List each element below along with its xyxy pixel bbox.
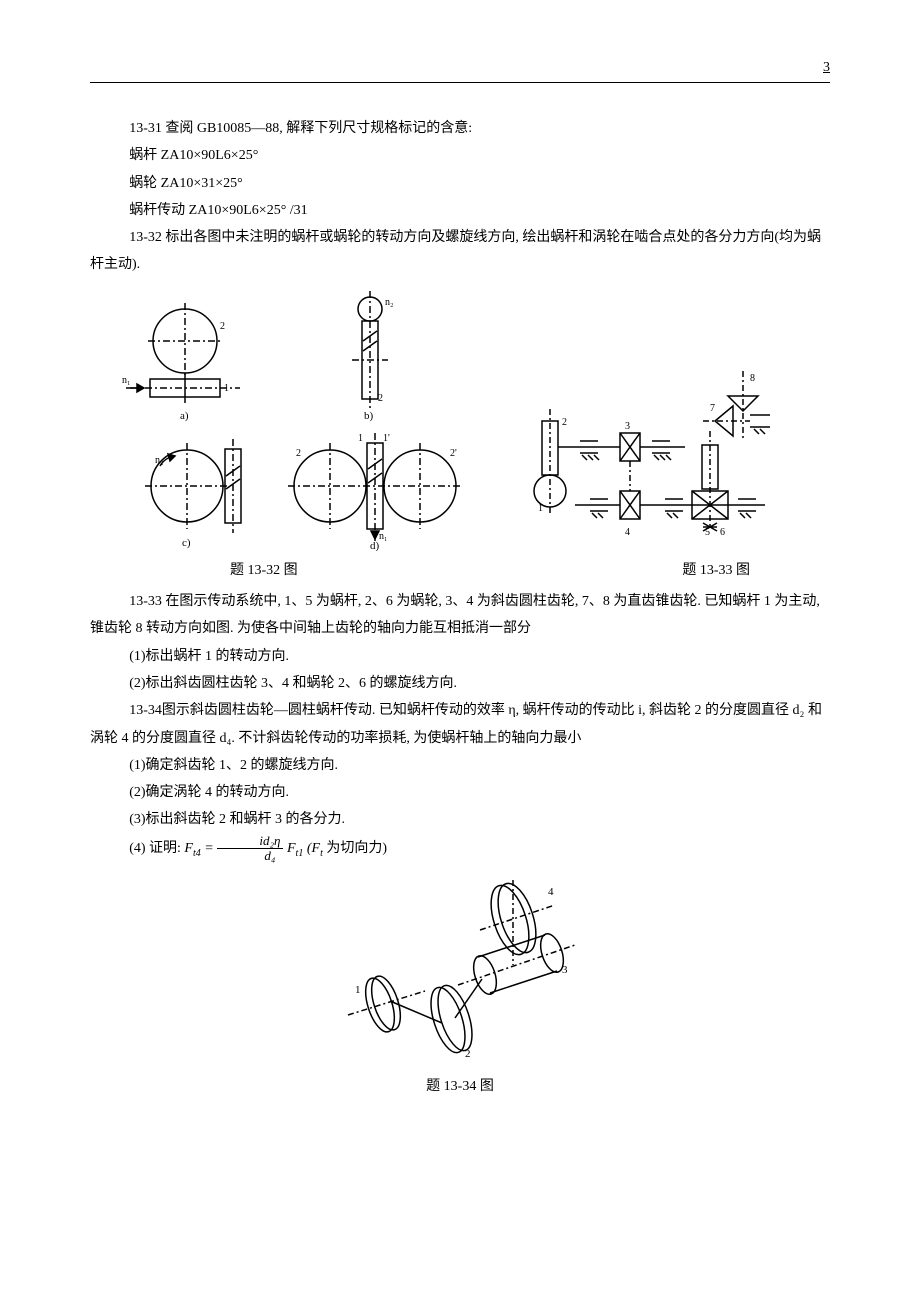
p-13-33: 13-33 在图示传动系统中, 1、5 为蜗杆, 2、6 为蜗轮, 3、4 为斜…	[90, 588, 830, 643]
p-13-31-a: 蜗杆 ZA10×90L6×25°	[90, 142, 830, 169]
caption-13-33: 题 13-33 图	[682, 557, 750, 584]
caption-13-34: 题 13-34 图	[90, 1073, 830, 1100]
p-13-34: 13-34图示斜齿圆柱齿轮—圆柱蜗杆传动. 已知蜗杆传动的效率 η, 蜗杆传动的…	[90, 697, 830, 752]
svg-text:2: 2	[465, 1048, 471, 1060]
figure-13-32-33-svg: n₁ 2 1 a) n₂ 2 b) n₂	[120, 291, 800, 551]
p-13-34-1: (1)确定斜齿轮 1、2 的螺旋线方向.	[90, 752, 830, 779]
caption-13-32: 题 13-32 图	[230, 557, 298, 584]
proof-suffix: 为切向力)	[326, 841, 387, 856]
svg-text:4: 4	[548, 886, 554, 898]
svg-text:n₂: n₂	[155, 455, 164, 466]
svg-text:8: 8	[750, 373, 755, 384]
svg-text:2': 2'	[450, 448, 457, 459]
svg-text:a): a)	[180, 410, 189, 422]
svg-text:4: 4	[625, 527, 630, 538]
p-13-31: 13-31 查阅 GB10085—88, 解释下列尺寸规格标记的含意:	[90, 115, 830, 142]
svg-text:6: 6	[720, 527, 725, 538]
svg-text:d): d)	[370, 540, 380, 551]
top-rule	[90, 82, 830, 83]
svg-text:2: 2	[220, 321, 225, 332]
svg-text:3: 3	[562, 964, 568, 976]
figure-caption-row: 题 13-32 图 题 13-33 图	[230, 557, 750, 584]
p-13-32: 13-32 标出各图中未注明的蜗杆或蜗轮的转动方向及螺旋线方向, 绘出蜗杆和涡轮…	[90, 224, 830, 279]
p-13-31-b: 蜗轮 ZA10×31×25°	[90, 170, 830, 197]
svg-text:n₁: n₁	[122, 375, 131, 386]
svg-text:n₁: n₁	[379, 531, 388, 542]
svg-text:b): b)	[364, 410, 374, 422]
page-number: 3	[823, 60, 830, 76]
svg-text:2: 2	[562, 417, 567, 428]
content-body: 13-31 查阅 GB10085—88, 解释下列尺寸规格标记的含意: 蜗杆 Z…	[90, 115, 830, 1101]
svg-text:1: 1	[358, 433, 363, 444]
svg-text:n₂: n₂	[385, 297, 394, 308]
p-13-34-2: (2)确定涡轮 4 的转动方向.	[90, 779, 830, 806]
p-13-34-3: (3)标出斜齿轮 2 和蜗杆 3 的各分力.	[90, 806, 830, 833]
p-13-34-4: (4) 证明: Ft4 = id₂ηd₄ Ft1 (Ft 为切向力)	[90, 834, 830, 864]
figure-13-34-svg: 1 2 3 4	[330, 875, 590, 1065]
svg-text:1': 1'	[383, 433, 390, 444]
p-13-33-1: (1)标出蜗杆 1 的转动方向.	[90, 643, 830, 670]
figure-13-32-33: n₁ 2 1 a) n₂ 2 b) n₂	[90, 291, 830, 551]
figure-13-34: 1 2 3 4	[90, 875, 830, 1100]
svg-text:2: 2	[378, 393, 383, 404]
proof-prefix: (4) 证明:	[129, 841, 184, 856]
svg-text:1: 1	[538, 503, 543, 514]
p-13-31-c: 蜗杆传动 ZA10×90L6×25° /31	[90, 197, 830, 224]
svg-text:3: 3	[625, 421, 630, 432]
svg-text:7: 7	[710, 403, 715, 414]
svg-text:2: 2	[296, 448, 301, 459]
svg-text:c): c)	[182, 537, 191, 549]
p-13-33-2: (2)标出斜齿圆柱齿轮 3、4 和蜗轮 2、6 的螺旋线方向.	[90, 670, 830, 697]
formula: Ft4 = id₂ηd₄ Ft1 (Ft	[184, 841, 326, 856]
svg-text:1: 1	[355, 984, 361, 996]
svg-text:1: 1	[224, 383, 229, 394]
